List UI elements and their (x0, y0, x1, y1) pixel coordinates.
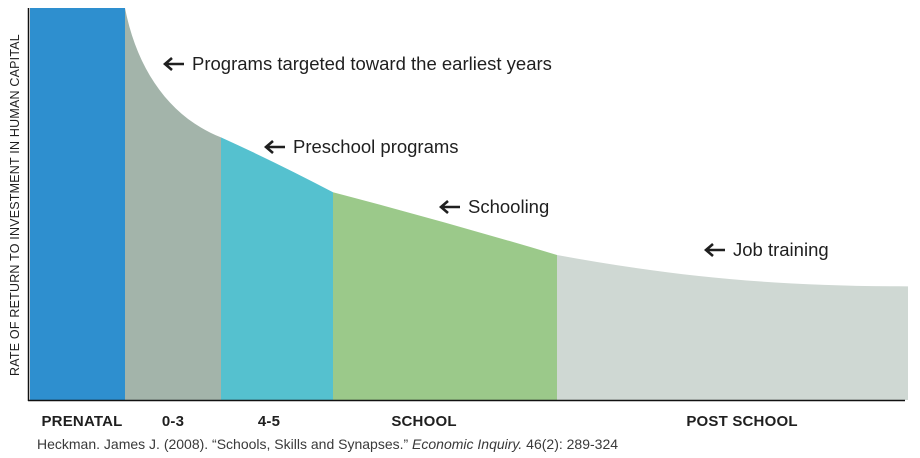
area-segment-post-school (557, 254, 908, 400)
area-segment-4-5 (221, 137, 333, 401)
area-segment-school (333, 192, 557, 400)
category-label-school: SCHOOL (391, 413, 456, 430)
area-segment-prenatal (30, 8, 125, 400)
x-axis-category-labels: PRENATAL 0-3 4-5 SCHOOL POST SCHOOL (41, 413, 797, 430)
annotation-1: Preschool programs (264, 136, 459, 157)
category-label-post-school: POST SCHOOL (686, 413, 797, 430)
category-label-4-5: 4-5 (258, 413, 280, 430)
source-citation: Heckman. James J. (2008). “Schools, Skil… (37, 436, 618, 452)
left-arrow-icon (163, 57, 184, 71)
chart-areas (30, 8, 908, 401)
source-citation-suffix: 46(2): 289-324 (522, 436, 619, 452)
source-citation-journal: Economic Inquiry. (412, 436, 523, 452)
annotation-label: Schooling (468, 196, 549, 217)
annotation-3: Job training (704, 239, 829, 260)
left-arrow-icon (439, 200, 460, 214)
annotation-label: Preschool programs (293, 136, 459, 157)
annotation-label: Job training (733, 239, 829, 260)
category-label-prenatal: PRENATAL (41, 413, 122, 430)
left-arrow-icon (264, 140, 285, 154)
chart-annotations: Programs targeted toward the earliest ye… (163, 53, 829, 260)
left-arrow-icon (704, 243, 725, 257)
source-citation-prefix: Heckman. James J. (2008). “Schools, Skil… (37, 436, 413, 452)
annotation-2: Schooling (439, 196, 549, 217)
y-axis-label: RATE OF RETURN TO INVESTMENT IN HUMAN CA… (8, 34, 22, 376)
annotation-label: Programs targeted toward the earliest ye… (192, 53, 552, 74)
category-label-0-3: 0-3 (162, 413, 184, 430)
area-segment-0-3 (125, 8, 221, 400)
annotation-0: Programs targeted toward the earliest ye… (163, 53, 552, 74)
